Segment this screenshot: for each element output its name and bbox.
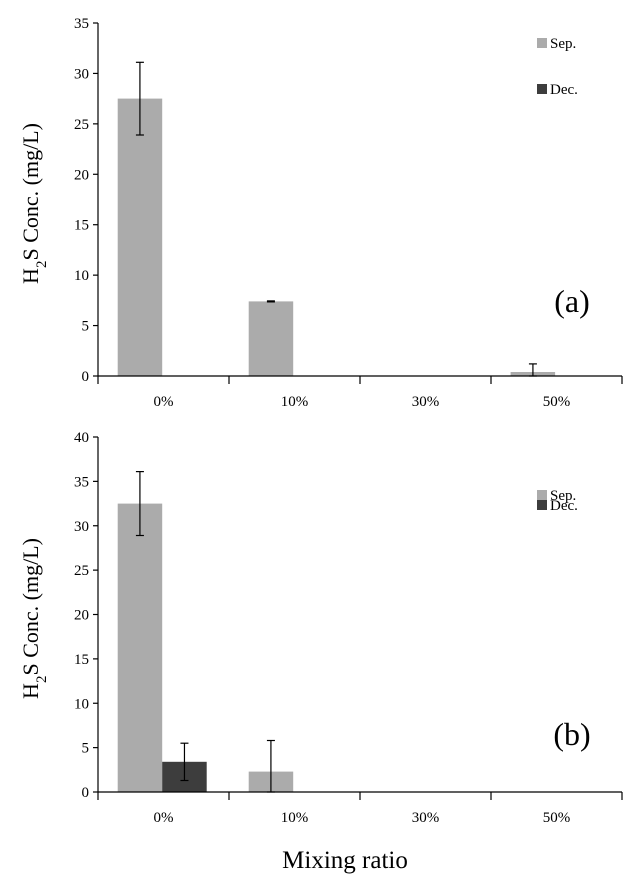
y-tick-label: 15 bbox=[74, 218, 89, 234]
y-tick-label: 20 bbox=[74, 167, 89, 183]
chart-panel-a: 0 5 10 15 20 25 30 35 0% 10% 30% 50% H2S Conc. (mg/L… bbox=[18, 16, 623, 410]
y-tick-label: 10 bbox=[74, 696, 89, 712]
x-tick-label: 0% bbox=[154, 810, 174, 826]
y-tick-label: 15 bbox=[74, 652, 89, 668]
y-tick-label: 35 bbox=[74, 474, 89, 490]
x-tick-label: 30% bbox=[412, 394, 440, 410]
y-tick-label: 10 bbox=[74, 268, 89, 284]
x-tick-label: 0% bbox=[154, 394, 174, 410]
y-tick-label: 40 bbox=[74, 430, 89, 446]
y-tick-label: 35 bbox=[74, 16, 89, 32]
x-tick-label: 10% bbox=[281, 810, 309, 826]
legend-label-dec: Dec. bbox=[550, 82, 578, 98]
x-tick-label: 30% bbox=[412, 810, 440, 826]
chart-panel-b: 0 5 10 15 20 25 30 35 40 0% 10% 30% 50% H2S Conc. (mg… bbox=[18, 430, 623, 826]
y-tick-label: 0 bbox=[82, 369, 90, 385]
panel-label: (b) bbox=[553, 716, 590, 752]
legend-swatch-dec bbox=[537, 500, 547, 510]
x-axis-title: Mixing ratio bbox=[282, 847, 408, 874]
x-tick-label: 50% bbox=[543, 394, 571, 410]
y-axis-title: H2S Conc. (mg/L) bbox=[18, 538, 50, 699]
x-tick-label: 10% bbox=[281, 394, 309, 410]
y-tick-label: 20 bbox=[74, 608, 89, 624]
bar-sep-0 bbox=[117, 503, 163, 792]
panel-label: (a) bbox=[554, 283, 590, 319]
legend-swatch-sep bbox=[537, 38, 547, 48]
y-tick-label: 30 bbox=[74, 66, 89, 82]
y-tick-label: 5 bbox=[82, 319, 90, 335]
x-tick-label: 50% bbox=[543, 810, 571, 826]
bar-sep-1 bbox=[248, 301, 294, 376]
y-tick-label: 0 bbox=[82, 785, 90, 801]
y-tick-label: 30 bbox=[74, 519, 89, 535]
legend-swatch-dec bbox=[537, 84, 547, 94]
bar-sep-0 bbox=[117, 98, 163, 376]
legend-swatch-sep bbox=[537, 490, 547, 500]
y-axis-title: H2S Conc. (mg/L) bbox=[18, 123, 50, 284]
legend-label-sep: Sep. bbox=[550, 488, 576, 504]
y-tick-label: 25 bbox=[74, 117, 89, 133]
legend-label-sep: Sep. bbox=[550, 36, 576, 52]
legend-label-dec: Dec. bbox=[550, 498, 578, 514]
y-tick-label: 25 bbox=[74, 563, 89, 579]
y-tick-label: 5 bbox=[82, 741, 90, 757]
